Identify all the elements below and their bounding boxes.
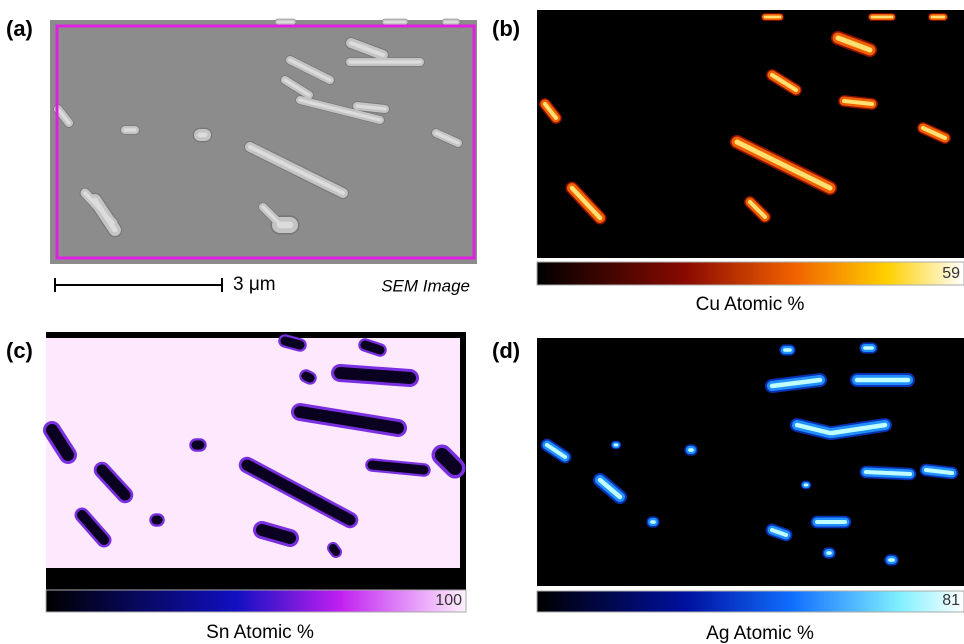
map-caption: Cu Atomic %	[696, 294, 805, 315]
sn-depleted-region	[372, 465, 424, 470]
panel-label: (c)	[6, 338, 33, 363]
map-caption: Sn Atomic %	[206, 622, 314, 643]
sn-depleted-region	[365, 345, 380, 350]
sn-depleted-region	[285, 341, 300, 345]
sn-depleted-region	[306, 376, 310, 378]
colorbar-max: 81	[942, 592, 960, 609]
sn-depleted-region	[340, 373, 410, 378]
panel-label: (d)	[492, 338, 520, 363]
colorbar-max: 59	[942, 265, 960, 282]
scale-bar-label: 3 μm	[233, 274, 276, 295]
ag-rich-region	[866, 472, 910, 474]
colorbar-max: 100	[435, 592, 462, 609]
map-caption: Ag Atomic %	[706, 623, 814, 644]
colorbar	[537, 262, 964, 285]
panel-label: (b)	[492, 16, 520, 41]
sn-depleted-region	[442, 455, 455, 468]
image-caption: SEM Image	[381, 276, 470, 295]
colorbar	[537, 591, 964, 612]
panel-label: (a)	[6, 16, 33, 41]
colorbar	[46, 590, 466, 612]
figure: (a) 3 μm SEM Image (b) 59 Cu Atomic % (c…	[0, 0, 964, 644]
sn-depleted-region	[262, 530, 290, 538]
sn-depleted-region	[333, 548, 336, 552]
